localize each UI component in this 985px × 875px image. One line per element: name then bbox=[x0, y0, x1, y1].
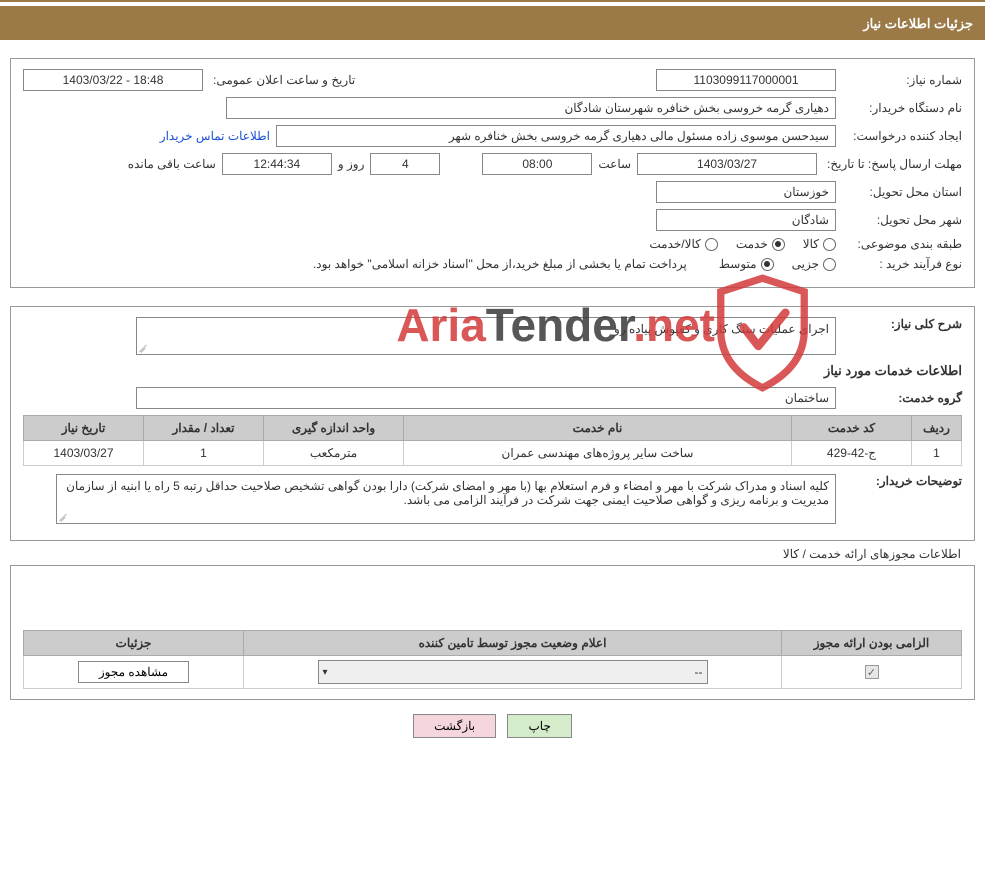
remaining-label: ساعت باقی مانده bbox=[128, 157, 216, 171]
buyer-org-label: نام دستگاه خریدار: bbox=[842, 101, 962, 115]
radio-service[interactable]: خدمت bbox=[736, 237, 785, 251]
announce-label: تاریخ و ساعت اعلان عمومی: bbox=[209, 73, 355, 87]
buyer-contact-link[interactable]: اطلاعات تماس خریدار bbox=[160, 129, 270, 143]
th-qty: تعداد / مقدار bbox=[144, 416, 264, 441]
info-section: شماره نیاز: 1103099117000001 تاریخ و ساع… bbox=[10, 58, 975, 288]
deadline-label: مهلت ارسال پاسخ: تا تاریخ: bbox=[823, 157, 962, 171]
th-details: جزئیات bbox=[24, 631, 244, 656]
th-status: اعلام وضعیت مجوز توسط تامین کننده bbox=[244, 631, 782, 656]
service-group-label: گروه خدمت: bbox=[842, 391, 962, 405]
buyer-notes-label: توضیحات خریدار: bbox=[842, 474, 962, 488]
back-button[interactable]: بازگشت bbox=[413, 714, 496, 738]
services-heading: اطلاعات خدمات مورد نیاز bbox=[23, 363, 962, 379]
category-label: طبقه بندی موضوعی: bbox=[842, 237, 962, 251]
buyer-org: دهیاری گرمه خروسی بخش خنافره شهرستان شاد… bbox=[226, 97, 836, 119]
service-group: ساختمان bbox=[136, 387, 836, 409]
purchase-type-radios: جزیی متوسط bbox=[719, 257, 836, 271]
countdown: 12:44:34 bbox=[222, 153, 332, 175]
deadline-time: 08:00 bbox=[482, 153, 592, 175]
print-button[interactable]: چاپ bbox=[507, 714, 571, 738]
purchase-note: پرداخت تمام یا بخشی از مبلغ خرید،از محل … bbox=[313, 257, 687, 271]
license-row: ✓ -- ▾ مشاهده مجوز bbox=[24, 656, 962, 689]
license-tab: اطلاعات مجوزهای ارائه خدمت / کالا bbox=[777, 547, 967, 561]
radio-partial[interactable]: جزیی bbox=[792, 257, 836, 271]
province: خوزستان bbox=[656, 181, 836, 203]
need-no: 1103099117000001 bbox=[656, 69, 836, 91]
province-label: استان محل تحویل: bbox=[842, 185, 962, 199]
license-table: الزامی بودن ارائه مجوز اعلام وضعیت مجوز … bbox=[23, 630, 962, 689]
days-value: 4 bbox=[370, 153, 440, 175]
overall-desc-label: شرح کلی نیاز: bbox=[842, 317, 962, 331]
radio-goods[interactable]: کالا bbox=[803, 237, 836, 251]
deadline-date: 1403/03/27 bbox=[637, 153, 817, 175]
th-unit: واحد اندازه گیری bbox=[264, 416, 404, 441]
radio-medium[interactable]: متوسط bbox=[719, 257, 774, 271]
th-mandatory: الزامی بودن ارائه مجوز bbox=[782, 631, 962, 656]
th-row: ردیف bbox=[912, 416, 962, 441]
city-label: شهر محل تحویل: bbox=[842, 213, 962, 227]
city: شادگان bbox=[656, 209, 836, 231]
services-table: ردیف کد خدمت نام خدمت واحد اندازه گیری ت… bbox=[23, 415, 962, 466]
buyer-notes: کلیه اسناد و مدراک شرکت با مهر و امضاء و… bbox=[56, 474, 836, 524]
requester: سیدحسن موسوی زاده مسئول مالی دهیاری گرمه… bbox=[276, 125, 836, 147]
overall-desc: اجرای عملیات سنگ کاری و کفپوش پیاده رو bbox=[136, 317, 836, 355]
th-name: نام خدمت bbox=[404, 416, 792, 441]
status-select[interactable]: -- ▾ bbox=[318, 660, 708, 684]
action-buttons: چاپ بازگشت bbox=[0, 714, 985, 738]
license-section: الزامی بودن ارائه مجوز اعلام وضعیت مجوز … bbox=[10, 565, 975, 700]
chevron-down-icon: ▾ bbox=[323, 667, 328, 678]
th-date: تاریخ نیاز bbox=[24, 416, 144, 441]
need-no-label: شماره نیاز: bbox=[842, 73, 962, 87]
th-code: کد خدمت bbox=[792, 416, 912, 441]
announce-value: 18:48 - 1403/03/22 bbox=[23, 69, 203, 91]
radio-goods-service[interactable]: کالا/خدمت bbox=[649, 237, 717, 251]
mandatory-checkbox: ✓ bbox=[865, 665, 879, 679]
page-header: جزئیات اطلاعات نیاز bbox=[0, 6, 985, 40]
category-radios: کالا خدمت کالا/خدمت bbox=[649, 237, 836, 251]
days-and-label: روز و bbox=[338, 157, 365, 171]
page-title: جزئیات اطلاعات نیاز bbox=[863, 16, 973, 31]
description-section: شرح کلی نیاز: اجرای عملیات سنگ کاری و کف… bbox=[10, 306, 975, 541]
view-license-button[interactable]: مشاهده مجوز bbox=[78, 661, 189, 683]
purchase-type-label: نوع فرآیند خرید : bbox=[842, 257, 962, 271]
requester-label: ایجاد کننده درخواست: bbox=[842, 129, 962, 143]
table-row: 1 ج-42-429 ساخت سایر پروژه‌های مهندسی عم… bbox=[24, 441, 962, 466]
time-label: ساعت bbox=[598, 157, 631, 171]
